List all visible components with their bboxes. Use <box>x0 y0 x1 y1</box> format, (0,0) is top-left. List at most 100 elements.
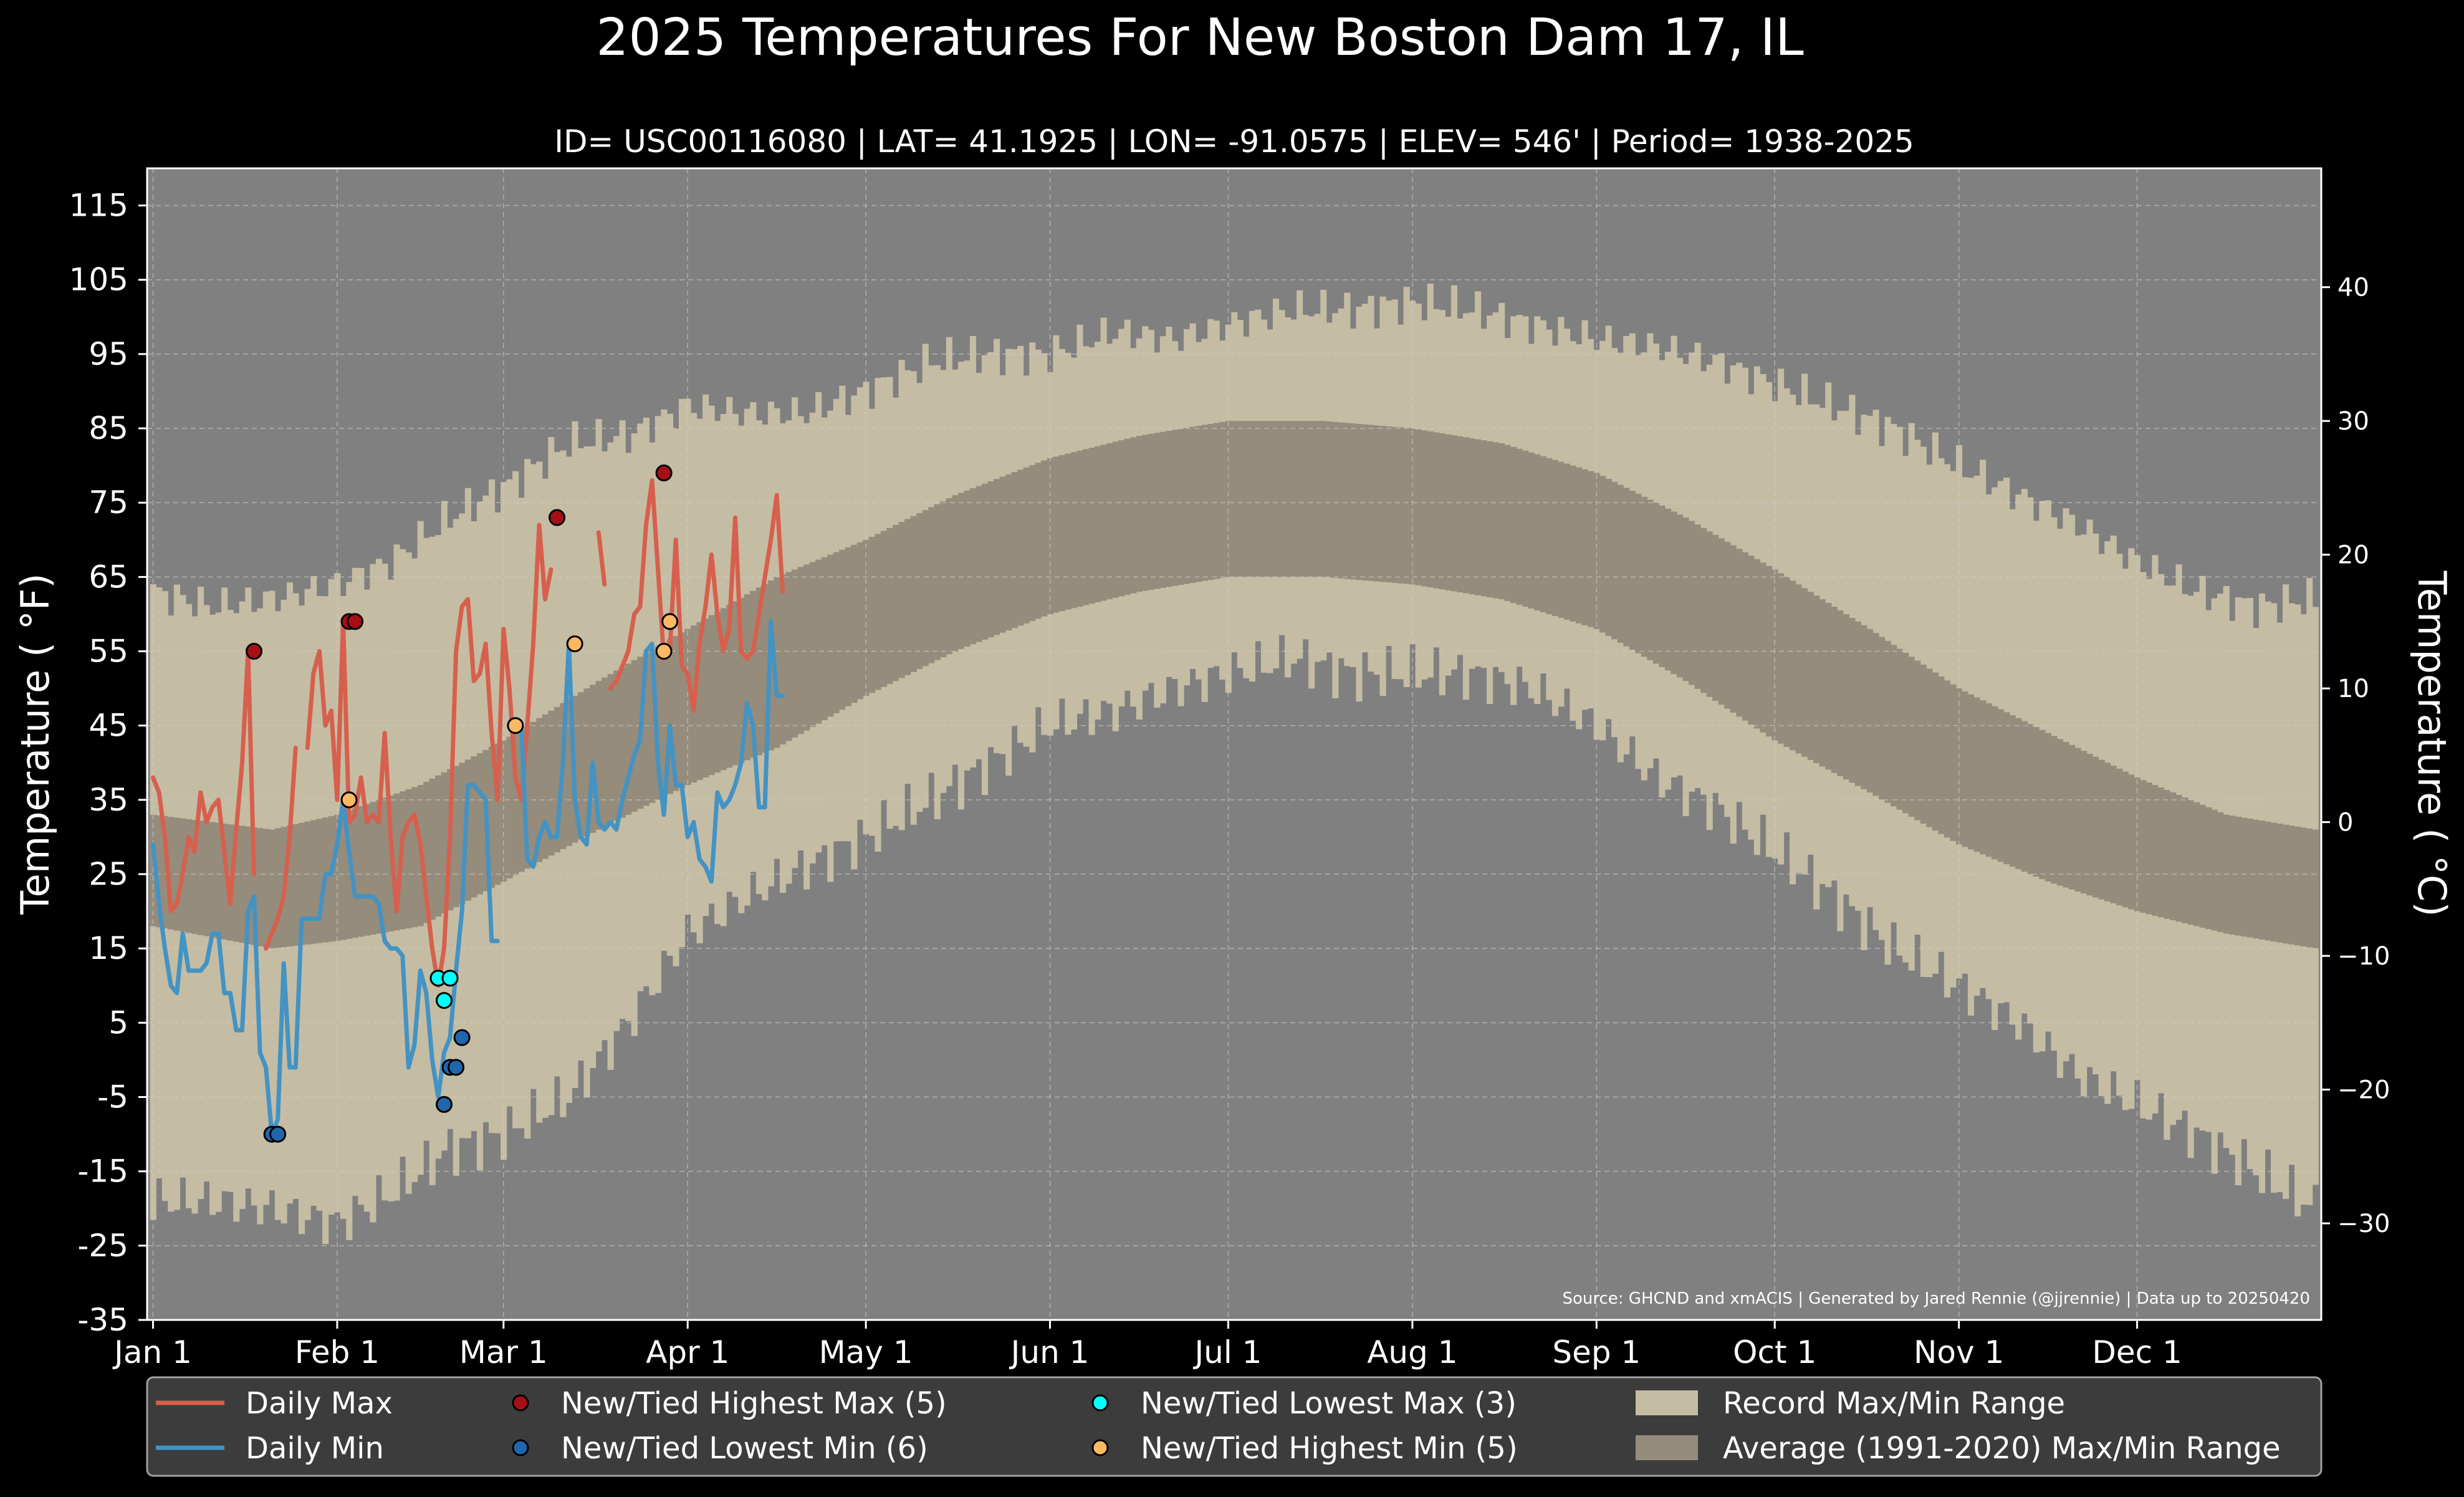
normal-range-bar <box>999 476 1006 633</box>
normal-range-bar <box>1712 534 1719 701</box>
normal-range-bar <box>1011 472 1018 628</box>
normal-range-bar <box>274 828 282 948</box>
normal-range-bar <box>1219 421 1226 578</box>
x-tick-label: Jun 1 <box>1009 1334 1090 1370</box>
normal-range-bar <box>1391 426 1398 583</box>
normal-range-bar <box>1825 603 1832 770</box>
normal-range-bar <box>1944 680 1950 838</box>
y-right-tick-label: 10 <box>2337 675 2369 703</box>
normal-range-bar <box>1682 517 1689 681</box>
legend-record-max-min-range-label: Record Max/Min Range <box>1723 1386 2065 1421</box>
plot-frame <box>146 167 2323 1321</box>
normal-range-bar <box>156 815 163 928</box>
normal-range-bar <box>1267 421 1273 577</box>
normal-range-bar <box>1605 479 1612 636</box>
normal-range-bar <box>1908 657 1915 817</box>
normal-range-bar <box>2128 774 2135 910</box>
normal-range-bar <box>1053 456 1060 613</box>
record-points <box>246 465 679 1143</box>
y-right-tick-label: 20 <box>2337 541 2369 570</box>
highest-min-point <box>655 643 673 660</box>
legend-new-tied-lowest-max-3-swatch <box>1091 1394 1109 1412</box>
normal-range-bar <box>530 721 537 865</box>
normal-range-bar <box>233 825 240 942</box>
y-tick-label: 35 <box>89 782 128 818</box>
normal-range-bar <box>2140 780 2147 913</box>
y-right-tick-label: −10 <box>2337 942 2390 971</box>
chart-title: 2025 Temperatures For New Boston Dam 17,… <box>596 8 1804 67</box>
normal-range-bar <box>1510 446 1517 604</box>
normal-range-bar <box>1237 421 1244 577</box>
source-credit: Source: GHCND and xmACIS | Generated by … <box>1562 1289 2310 1308</box>
normal-range-bar <box>1450 435 1457 592</box>
normal-range-bar <box>613 670 620 821</box>
normal-range-bar <box>1159 431 1167 588</box>
normal-range-bar <box>1005 474 1012 631</box>
normal-range-bar <box>678 632 686 788</box>
normal-range-bar <box>2175 794 2182 922</box>
normal-range-bar <box>464 759 471 901</box>
normal-range-bar <box>1997 709 2004 862</box>
normal-range-bar <box>1593 473 1600 629</box>
y-right-tick-label: −20 <box>2337 1076 2390 1105</box>
normal-range-bar <box>1932 672 1939 831</box>
normal-range-bar <box>1504 445 1511 602</box>
daily-max-line <box>608 478 785 713</box>
normal-range-bar <box>1843 614 1849 780</box>
normal-range-bar <box>1231 421 1238 577</box>
y-tick-label: -15 <box>77 1153 128 1190</box>
normal-range-bar <box>2003 712 2010 865</box>
normal-range-bar <box>2009 715 2016 867</box>
normal-range-bar <box>328 816 335 942</box>
normal-range-bar <box>1676 514 1684 678</box>
normal-range-bar <box>554 706 560 853</box>
normal-range-bar <box>1255 421 1262 577</box>
normal-range-bar <box>1029 465 1036 622</box>
normal-range-bar <box>1088 448 1095 604</box>
normal-range-bar <box>1035 463 1042 619</box>
normal-range-bar <box>453 766 459 907</box>
normal-range-bar <box>1926 668 1933 827</box>
normal-range-bar <box>1260 421 1268 577</box>
legend-average-1991-2020-max-min-range-label: Average (1991-2020) Max/Min Range <box>1723 1431 2281 1466</box>
normal-range-bar <box>352 808 358 938</box>
y-tick-label: -25 <box>77 1228 128 1264</box>
normal-range-bar <box>589 685 597 833</box>
normal-range-bar <box>1694 524 1701 689</box>
y-tick-label: 95 <box>89 336 128 372</box>
normal-range-bar <box>779 574 787 744</box>
normal-range-bar <box>987 481 994 638</box>
normal-range-bar <box>1344 423 1351 579</box>
normal-range-bar <box>471 756 477 898</box>
normal-range-bar <box>1795 584 1802 754</box>
normal-range-bar <box>856 542 863 700</box>
normal-range-bar <box>726 604 733 768</box>
x-axis: Jan 1 Feb 1 Mar 1 Apr 1 May 1 Jun 1 Jul 1 Aug 1… <box>112 1320 2182 1370</box>
normal-range-bar <box>1570 465 1576 622</box>
normal-range-bar <box>1320 421 1327 577</box>
normal-range-bar <box>2081 751 2088 894</box>
legend-new-tied-highest-max-5-swatch <box>512 1394 529 1412</box>
normal-range-bar <box>1118 440 1125 597</box>
normal-range-bar <box>1962 691 1968 847</box>
normal-range-bar <box>1588 471 1594 627</box>
normal-range-bar <box>803 564 810 731</box>
y-right-tick-label: 30 <box>2337 407 2369 436</box>
normal-range-bar <box>797 567 804 734</box>
normal-range-bar <box>1938 676 1945 834</box>
normal-range-bar <box>595 681 602 830</box>
normal-range-bar <box>358 806 365 937</box>
normal-range-bar <box>542 714 549 859</box>
y-axis-right: 40 30 20 10 0 −10 −20 −30 <box>2321 274 2390 1238</box>
normal-range-bar <box>245 826 252 945</box>
normal-range-bar <box>488 746 496 888</box>
normal-range-bar <box>2086 753 2093 896</box>
normal-range-bar <box>2074 748 2081 892</box>
normal-range-bar <box>886 527 893 684</box>
normal-range-bar <box>2241 817 2248 937</box>
daily-series <box>151 478 785 1137</box>
normal-range-bar <box>583 688 590 836</box>
normal-range-bar <box>1980 700 1987 855</box>
normal-range-bar <box>1790 580 1796 751</box>
normal-range-bar <box>1807 592 1814 760</box>
